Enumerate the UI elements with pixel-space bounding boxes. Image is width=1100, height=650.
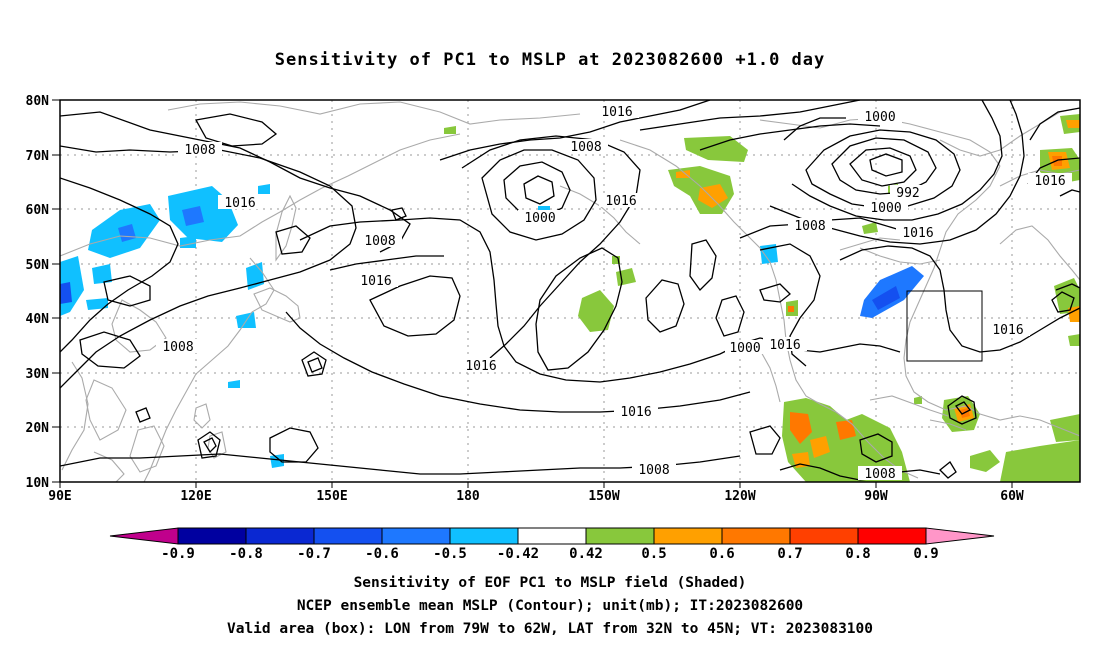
lon-label: 150E: [316, 489, 347, 504]
colorbar-label: 0.9: [913, 546, 938, 562]
mslp-contours: [60, 100, 1080, 481]
caption-line-3: Valid area (box): LON from 79W to 62W, L…: [226, 621, 873, 637]
lat-label: 40N: [26, 312, 50, 327]
contour-label: 992: [896, 186, 919, 201]
contour-label: 1008: [864, 467, 895, 482]
colorbar-swatch: [789, 527, 859, 545]
colorbar-swatch: [245, 527, 315, 545]
contour-label: 1008: [162, 340, 193, 355]
colorbar-label: 0.8: [845, 546, 870, 562]
contour-label: 1008: [184, 143, 215, 158]
lon-label: 180: [456, 489, 480, 504]
colorbar-swatch: [517, 527, 587, 545]
colorbar-label: -0.8: [229, 546, 263, 562]
lat-label: 10N: [26, 476, 50, 491]
contour-label: 1016: [465, 359, 496, 374]
colorbar-label: 0.7: [777, 546, 802, 562]
colorbar-label: 0.42: [569, 546, 603, 562]
lon-label: 150W: [588, 489, 619, 504]
contour-label: 1016: [605, 194, 636, 209]
lat-label: 30N: [26, 367, 50, 382]
lat-label: 20N: [26, 421, 50, 436]
colorbar-label: -0.9: [161, 546, 195, 562]
lat-label: 80N: [26, 94, 50, 109]
lon-label: 120W: [724, 489, 755, 504]
contour-label: 1016: [992, 323, 1023, 338]
colorbar-label: 0.6: [709, 546, 734, 562]
lon-label: 90E: [48, 489, 71, 504]
contour-label: 1016: [224, 196, 255, 211]
colorbar-swatch: [721, 527, 791, 545]
colorbar-swatch: [857, 527, 927, 545]
colorbar-arrow-right: [925, 527, 995, 545]
lat-label: 60N: [26, 203, 50, 218]
contour-label: 1008: [570, 140, 601, 155]
colorbar-swatch: [449, 527, 519, 545]
contour-label: 1016: [601, 105, 632, 120]
contour-labels: 1016 1008 1000 1016 1008 1016 1008 1016 …: [156, 104, 1072, 482]
colorbar-label: -0.7: [297, 546, 331, 562]
plot-title: Sensitivity of PC1 to MSLP at 2023082600…: [274, 50, 826, 70]
coastlines: [60, 101, 1080, 482]
lon-label: 90W: [864, 489, 888, 504]
contour-label: 1000: [729, 341, 760, 356]
colorbar-label: -0.5: [433, 546, 467, 562]
lat-label: 70N: [26, 149, 50, 164]
colorbar-label: -0.6: [365, 546, 399, 562]
valid-area-box: [906, 290, 983, 362]
colorbar-labels: -0.9 -0.8 -0.7 -0.6 -0.5 -0.42 0.42 0.5 0.6 0.7 0.…: [161, 546, 939, 562]
colorbar-swatch: [177, 527, 247, 545]
contour-label: 1016: [1034, 174, 1065, 189]
colorbar-swatch: [653, 527, 723, 545]
caption-line-1: Sensitivity of EOF PC1 to MSLP field (Sh…: [353, 575, 747, 591]
contour-label: 1008: [364, 234, 395, 249]
contour-label: 1016: [902, 226, 933, 241]
latitude-labels: 80N 70N 60N 50N 40N 30N 20N 10N: [26, 94, 50, 491]
colorbar-swatch: [585, 527, 655, 545]
contour-label: 1008: [638, 463, 669, 478]
axis-ticks: [52, 99, 1013, 488]
longitude-labels: 90E 120E 150E 180 150W 120W 90W 60W: [48, 489, 1024, 504]
contour-label: 1000: [524, 211, 555, 226]
lon-label: 60W: [1000, 489, 1024, 504]
contour-label: 1000: [870, 201, 901, 216]
map-border: [59, 99, 1081, 483]
caption-line-2: NCEP ensemble mean MSLP (Contour); unit(…: [296, 598, 804, 614]
contour-label: 1000: [864, 110, 895, 125]
lon-label: 120E: [180, 489, 211, 504]
colorbar: [109, 527, 995, 545]
contour-label: 1016: [620, 405, 651, 420]
lat-label: 50N: [26, 258, 50, 273]
contour-label: 1016: [360, 274, 391, 289]
contour-label: 1008: [794, 219, 825, 234]
colorbar-label: -0.42: [497, 546, 539, 562]
colorbar-swatch: [313, 527, 383, 545]
colorbar-swatch: [381, 527, 451, 545]
contour-label: 1016: [769, 338, 800, 353]
colorbar-label: 0.5: [641, 546, 666, 562]
colorbar-arrow-left: [109, 527, 179, 545]
